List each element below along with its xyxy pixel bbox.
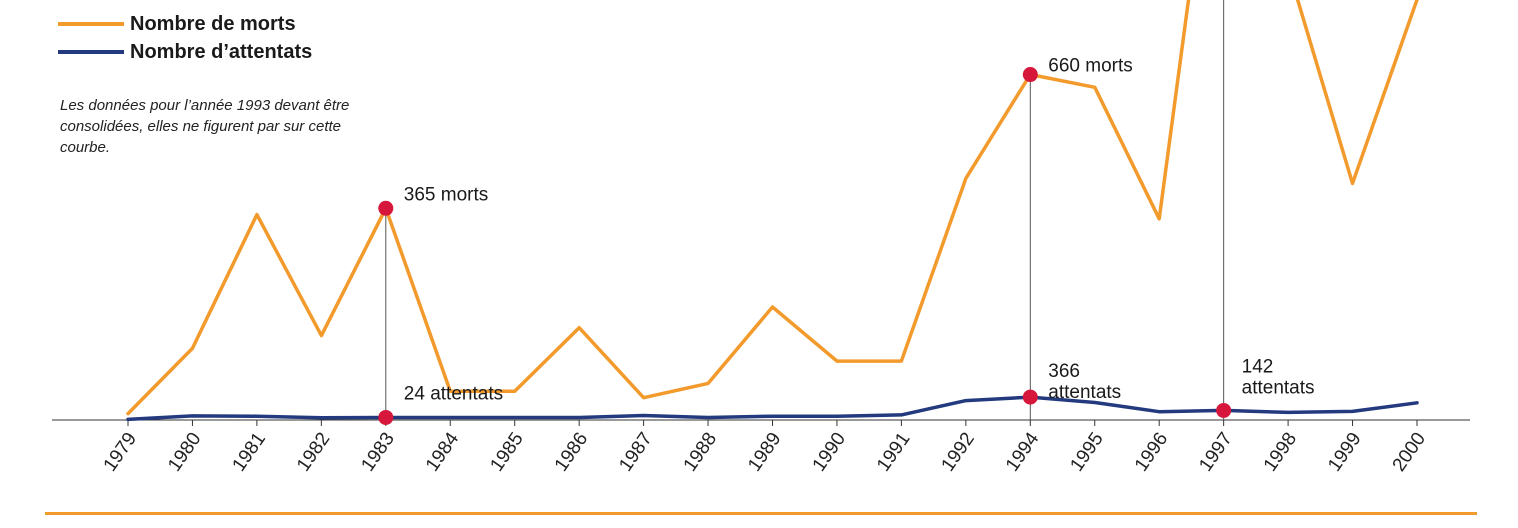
bottom-rule [45,512,1477,515]
x-tick-label: 1990 [809,429,850,476]
data-annotation-label: 24 attentats [404,383,503,404]
annotation-line: 365 morts [404,184,488,205]
chart-legend: Nombre de morts Nombre d’attentats [58,10,312,66]
x-tick-label: 1983 [357,429,398,476]
x-tick-label: 1999 [1324,429,1365,476]
legend-item-deaths: Nombre de morts [58,10,312,38]
data-annotation-label: 365 morts [404,184,488,205]
x-tick-label: 1995 [1066,429,1107,476]
annotation-line: attentats [1048,382,1121,403]
annotation-line: 660 morts [1048,56,1132,77]
data-annotation-label: 660 morts [1048,56,1132,77]
x-tick-label: 1991 [873,429,914,476]
data-annotation-label: 366 attentats [1048,361,1121,403]
series-line-attacks [126,395,1419,422]
x-tick-label: 1988 [680,429,721,476]
annotation-line: 24 attentats [404,383,503,404]
x-tick-label: 1984 [422,428,464,475]
annotation-line: 366 [1048,361,1080,382]
x-tick-label: 1987 [615,429,656,476]
series-line-deaths [126,0,1419,416]
data-note: Les données pour l’année 1993 devant êtr… [60,97,350,156]
x-tick-label: 1981 [229,429,270,476]
x-tick-label: 1982 [293,429,334,476]
data-annotation-label: 142 attentats [1242,356,1315,398]
x-tick-label: 1989 [744,429,785,476]
x-tick-label: 1996 [1131,429,1172,476]
x-tick-label: 1979 [100,429,141,476]
highlight-marker [378,409,394,425]
x-tick-label: 1980 [164,429,205,476]
highlight-marker [378,200,394,216]
x-tick-label: 1994 [1002,428,1044,475]
x-tick-label: 1997 [1195,429,1236,476]
x-tick-label: 1992 [937,429,978,476]
legend-swatch-attacks [58,50,124,54]
x-tick-label: 1998 [1260,429,1301,476]
legend-label-attacks: Nombre d’attentats [130,40,313,63]
annotation-line: attentats [1242,377,1315,398]
legend-swatch-deaths [58,22,124,26]
x-tick-label: 2000 [1389,429,1430,476]
highlight-marker [1022,67,1038,83]
legend-item-attacks: Nombre d’attentats [58,38,312,66]
legend-label-deaths: Nombre de morts [130,12,296,35]
x-tick-label: 1985 [486,429,527,476]
highlight-marker [1022,389,1038,405]
highlight-marker [1216,402,1232,418]
x-tick-label: 1986 [551,429,592,476]
annotation-line: 142 [1242,356,1274,377]
